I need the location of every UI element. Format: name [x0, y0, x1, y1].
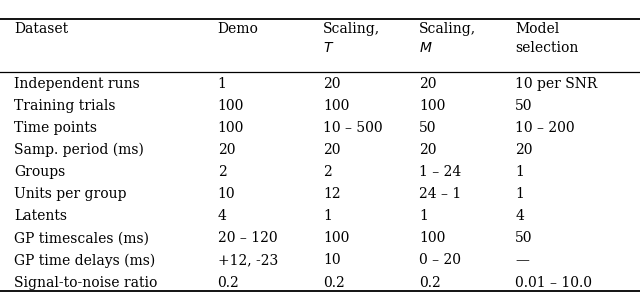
Text: —: — [515, 254, 529, 267]
Text: Samp. period (ms): Samp. period (ms) [14, 143, 144, 157]
Text: 10: 10 [218, 187, 236, 201]
Text: 50: 50 [515, 99, 532, 113]
Text: 0 – 20: 0 – 20 [419, 254, 461, 267]
Text: 12: 12 [323, 187, 341, 201]
Text: Model
selection: Model selection [515, 22, 579, 55]
Text: 1: 1 [515, 187, 524, 201]
Text: 10: 10 [323, 254, 341, 267]
Text: Scaling,
$T$: Scaling, $T$ [323, 22, 380, 55]
Text: 20 – 120: 20 – 120 [218, 232, 277, 245]
Text: 20: 20 [218, 143, 235, 157]
Text: 100: 100 [419, 99, 445, 113]
Text: 1 – 24: 1 – 24 [419, 165, 461, 179]
Text: 20: 20 [323, 77, 340, 91]
Text: Groups: Groups [14, 165, 65, 179]
Text: 50: 50 [419, 121, 436, 135]
Text: 100: 100 [419, 232, 445, 245]
Text: 2: 2 [323, 165, 332, 179]
Text: 100: 100 [323, 232, 349, 245]
Text: 2: 2 [218, 165, 227, 179]
Text: Units per group: Units per group [14, 187, 127, 201]
Text: 100: 100 [218, 99, 244, 113]
Text: 20: 20 [419, 143, 436, 157]
Text: 4: 4 [218, 209, 227, 223]
Text: 0.01 – 10.0: 0.01 – 10.0 [515, 276, 592, 289]
Text: 24 – 1: 24 – 1 [419, 187, 461, 201]
Text: Scaling,
$M$: Scaling, $M$ [419, 22, 476, 55]
Text: Independent runs: Independent runs [14, 77, 140, 91]
Text: 0.2: 0.2 [419, 276, 441, 289]
Text: 20: 20 [419, 77, 436, 91]
Text: 100: 100 [323, 99, 349, 113]
Text: Time points: Time points [14, 121, 97, 135]
Text: +12, -23: +12, -23 [218, 254, 278, 267]
Text: 0.2: 0.2 [323, 276, 345, 289]
Text: Latents: Latents [14, 209, 67, 223]
Text: 1: 1 [419, 209, 428, 223]
Text: 10 – 500: 10 – 500 [323, 121, 383, 135]
Text: 100: 100 [218, 121, 244, 135]
Text: 4: 4 [515, 209, 524, 223]
Text: 1: 1 [515, 165, 524, 179]
Text: 0.2: 0.2 [218, 276, 239, 289]
Text: GP time delays (ms): GP time delays (ms) [14, 253, 156, 268]
Text: 20: 20 [515, 143, 532, 157]
Text: Signal-to-noise ratio: Signal-to-noise ratio [14, 276, 157, 289]
Text: 10 per SNR: 10 per SNR [515, 77, 598, 91]
Text: GP timescales (ms): GP timescales (ms) [14, 232, 149, 245]
Text: 1: 1 [218, 77, 227, 91]
Text: Dataset: Dataset [14, 22, 68, 36]
Text: 50: 50 [515, 232, 532, 245]
Text: 10 – 200: 10 – 200 [515, 121, 575, 135]
Text: Demo: Demo [218, 22, 259, 36]
Text: 20: 20 [323, 143, 340, 157]
Text: 1: 1 [323, 209, 332, 223]
Text: Training trials: Training trials [14, 99, 116, 113]
